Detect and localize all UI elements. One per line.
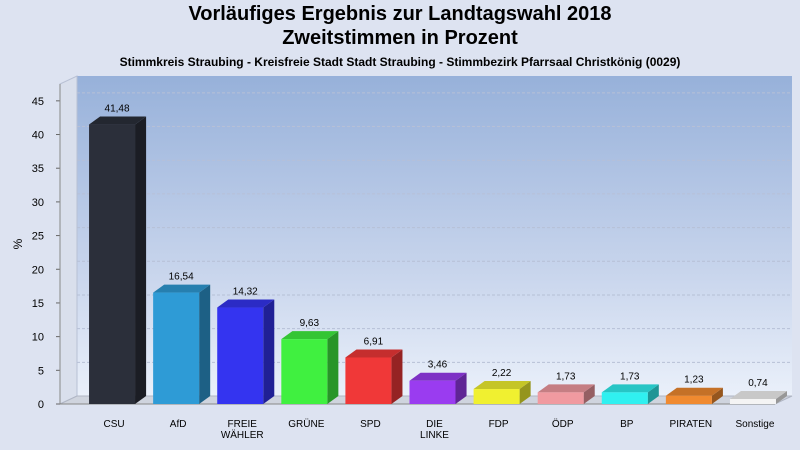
y-tick-label: 10 (32, 332, 44, 344)
bar (665, 387, 723, 404)
bar-top (601, 384, 659, 393)
bar-side (391, 349, 403, 404)
bar-side (327, 331, 339, 404)
category-label: GRÜNE (288, 418, 324, 430)
bar (89, 116, 147, 404)
category-label: FREIE (228, 419, 258, 430)
bar-front (729, 399, 776, 404)
category-label: Sonstige (735, 419, 774, 430)
category-label: PIRATEN (670, 419, 713, 430)
bar (281, 331, 339, 404)
y-tick-label: 15 (32, 298, 44, 310)
bar-front (345, 357, 392, 404)
bar-front (537, 392, 584, 404)
y-tick-label: 35 (32, 163, 44, 175)
value-label: 0,74 (748, 378, 768, 389)
category-label: CSU (103, 419, 124, 430)
bar-side (583, 384, 595, 404)
value-label: 1,23 (684, 375, 704, 386)
bar-front (89, 124, 136, 404)
chart-title: Vorläufiges Ergebnis zur Landtagswahl 20… (188, 3, 612, 25)
bar (217, 299, 275, 404)
bar (601, 384, 659, 404)
chart-title-line-2: Zweitstimmen in Prozent (282, 27, 518, 49)
bar (473, 381, 531, 404)
value-label: 41,48 (105, 104, 130, 115)
bar-front (601, 392, 648, 404)
bar-front (473, 389, 520, 404)
bar-front (153, 292, 200, 404)
y-tick-label: 40 (32, 130, 44, 142)
bar-top (153, 284, 211, 293)
value-label: 6,91 (364, 336, 384, 347)
category-label: LINKE (420, 430, 449, 441)
value-label: 16,54 (169, 272, 194, 283)
bar-side (199, 284, 211, 404)
bar-side (647, 384, 659, 404)
y-axis-label: % (11, 238, 25, 249)
category-label: AfD (170, 419, 187, 430)
value-label: 1,73 (620, 371, 640, 382)
bar-top (409, 372, 467, 381)
bar-top (345, 349, 403, 358)
y-tick-label: 30 (32, 197, 44, 209)
value-label: 2,22 (492, 368, 512, 379)
bar (409, 372, 467, 404)
bar-top (217, 299, 275, 308)
bar-side (711, 387, 723, 404)
bar-top (665, 387, 723, 396)
bar-top (281, 331, 339, 340)
y-tick-label: 45 (32, 96, 44, 108)
bar (345, 349, 403, 404)
category-label: SPD (360, 419, 381, 430)
bar-side (775, 391, 788, 404)
y-tick-label: 5 (38, 365, 44, 377)
category-label: WÄHLER (221, 429, 264, 441)
bar-top (89, 116, 147, 125)
category-label: BP (620, 419, 634, 430)
plot-left-wall (59, 75, 78, 405)
bar-top (729, 391, 788, 400)
bar-front (281, 339, 328, 404)
y-tick-label: 0 (38, 399, 44, 411)
bar (153, 284, 211, 404)
bar-front (665, 395, 712, 404)
bar-top (473, 381, 531, 390)
category-label: FDP (489, 419, 509, 430)
value-label: 9,63 (300, 318, 320, 329)
bar-front (217, 307, 264, 404)
bar-side (455, 372, 467, 404)
bar-front (409, 380, 456, 404)
y-tick-label: 25 (32, 231, 44, 243)
bar (537, 384, 595, 404)
category-label: DIE (426, 419, 443, 430)
value-label: 14,32 (233, 287, 258, 298)
bar (729, 391, 788, 404)
value-label: 1,73 (556, 371, 576, 382)
bar-side (135, 116, 147, 404)
bar-side (263, 299, 275, 404)
y-tick-label: 20 (32, 264, 44, 276)
value-label: 3,46 (428, 360, 448, 371)
bar-side (519, 381, 531, 404)
chart-subtitle: Stimmkreis Straubing - Kreisfreie Stadt … (119, 55, 681, 69)
category-label: ÖDP (552, 418, 574, 430)
bar-top (537, 384, 595, 393)
